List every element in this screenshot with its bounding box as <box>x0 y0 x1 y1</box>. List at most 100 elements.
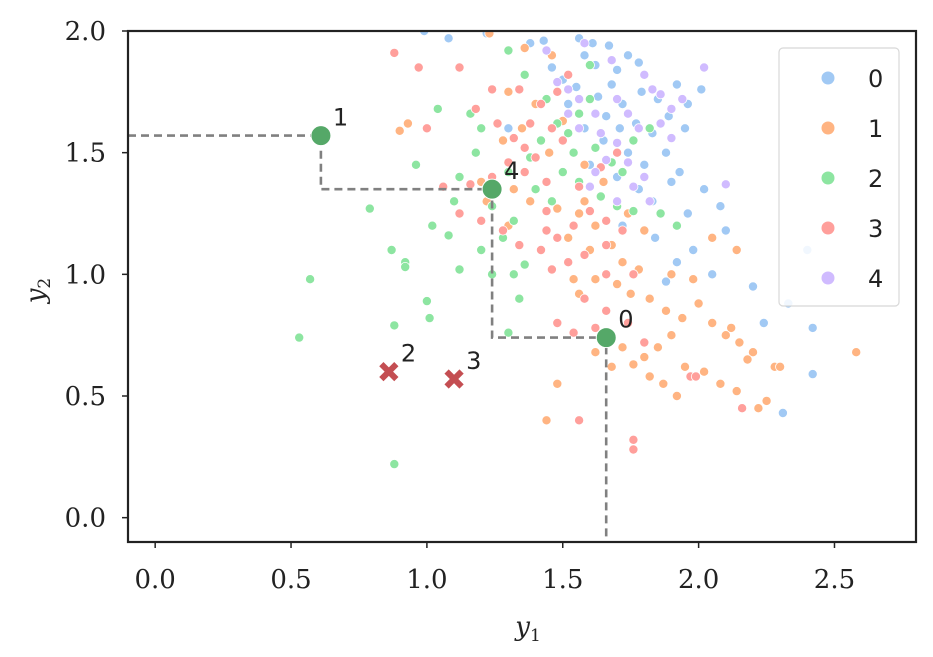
data-point-class-2 <box>617 167 628 178</box>
data-point-class-3 <box>503 157 514 168</box>
data-point-class-2 <box>389 459 400 470</box>
axis-ticks: 0.0 0.5 1.0 1.5 2.0 2.5 0.0 0.5 1.0 1.5 2.0 <box>65 17 856 595</box>
x-marker-3 <box>444 369 464 389</box>
scatter-points <box>294 31 862 470</box>
data-point-class-1 <box>590 220 601 231</box>
data-point-class-4 <box>677 94 688 105</box>
data-point-class-0 <box>633 57 644 68</box>
data-point-class-1 <box>726 322 737 333</box>
data-point-class-0 <box>636 86 647 97</box>
data-point-class-0 <box>682 208 693 219</box>
data-point-class-4 <box>541 45 552 56</box>
data-point-class-1 <box>598 176 609 187</box>
data-point-class-1 <box>644 371 655 382</box>
data-point-class-3 <box>584 206 595 217</box>
data-point-class-2 <box>557 167 568 178</box>
plot-frame <box>126 29 918 544</box>
data-point-class-0 <box>707 269 718 280</box>
data-point-class-3 <box>601 305 612 316</box>
data-point-class-4 <box>655 118 666 129</box>
data-point-class-3 <box>579 249 590 260</box>
data-point-class-2 <box>432 103 443 114</box>
data-point-class-4 <box>563 108 574 119</box>
data-point-class-1 <box>671 390 682 401</box>
data-point-class-4 <box>584 181 595 192</box>
data-point-class-2 <box>305 274 316 285</box>
data-point-class-2 <box>574 108 585 119</box>
data-point-class-1 <box>639 352 650 363</box>
data-point-class-0 <box>612 64 623 75</box>
dashed-step-line <box>128 134 608 542</box>
data-point-class-2 <box>514 293 525 304</box>
center-marker-1 <box>310 125 332 147</box>
legend-swatch-0 <box>820 70 836 86</box>
data-point-class-0 <box>748 281 759 292</box>
data-point-class-3 <box>612 147 623 158</box>
data-point-class-3 <box>454 62 465 73</box>
data-point-class-0 <box>666 176 677 187</box>
data-point-class-0 <box>661 147 672 158</box>
data-point-class-3 <box>536 244 547 255</box>
y-tick-label: 1.0 <box>65 260 106 290</box>
data-point-class-1 <box>699 366 710 377</box>
data-point-class-0 <box>639 159 650 170</box>
x-axis-label: y1 <box>514 612 541 646</box>
y-axis-label: y2 <box>21 278 55 305</box>
data-point-class-3 <box>639 337 650 348</box>
data-point-class-0 <box>715 201 726 212</box>
data-point-class-3 <box>454 208 465 219</box>
data-point-class-2 <box>584 94 595 105</box>
data-point-class-3 <box>541 225 552 236</box>
data-point-class-4 <box>612 196 623 207</box>
data-point-class-2 <box>421 296 432 307</box>
data-point-class-2 <box>584 60 595 71</box>
data-point-class-1 <box>484 31 495 39</box>
data-point-class-0 <box>671 257 682 268</box>
data-point-class-3 <box>465 179 476 190</box>
data-point-class-0 <box>674 167 685 178</box>
data-point-class-2 <box>503 327 514 338</box>
data-point-class-4 <box>595 128 606 139</box>
data-point-class-3 <box>470 103 481 114</box>
data-point-class-0 <box>593 91 604 102</box>
data-point-class-0 <box>688 244 699 255</box>
data-point-class-2 <box>470 147 481 158</box>
data-point-class-0 <box>601 111 612 122</box>
data-point-class-0 <box>443 33 454 44</box>
data-point-class-4 <box>633 123 644 134</box>
data-point-class-3 <box>601 240 612 251</box>
data-point-class-3 <box>413 62 424 73</box>
data-point-class-3 <box>525 118 536 129</box>
data-point-class-4 <box>666 103 677 114</box>
data-point-class-0 <box>614 123 625 134</box>
data-point-class-1 <box>402 118 413 129</box>
data-point-class-1 <box>579 159 590 170</box>
data-point-class-3 <box>628 269 639 280</box>
center-annotation-4: 4 <box>504 157 519 185</box>
data-point-class-2 <box>454 264 465 275</box>
data-point-class-4 <box>601 154 612 165</box>
data-point-class-2 <box>476 244 487 255</box>
data-point-class-1 <box>590 274 601 285</box>
data-point-class-2 <box>595 191 606 202</box>
data-point-class-1 <box>748 347 759 358</box>
data-point-class-1 <box>552 203 563 214</box>
x-tick-label: 1.5 <box>542 565 583 595</box>
data-point-class-1 <box>394 125 405 136</box>
data-point-class-0 <box>661 276 672 287</box>
data-point-class-3 <box>514 240 525 251</box>
data-point-class-4 <box>639 69 650 80</box>
data-point-class-4 <box>666 133 677 144</box>
data-point-class-3 <box>492 118 503 129</box>
data-point-class-3 <box>552 317 563 328</box>
data-point-class-0 <box>650 232 661 243</box>
x-tick-label: 1.0 <box>406 565 447 595</box>
data-point-class-2 <box>400 261 411 272</box>
data-point-class-4 <box>623 157 634 168</box>
data-point-class-3 <box>519 167 530 178</box>
data-point-class-4 <box>720 179 731 190</box>
data-point-class-0 <box>699 184 710 195</box>
step-path <box>128 134 608 542</box>
data-point-class-1 <box>742 354 753 365</box>
